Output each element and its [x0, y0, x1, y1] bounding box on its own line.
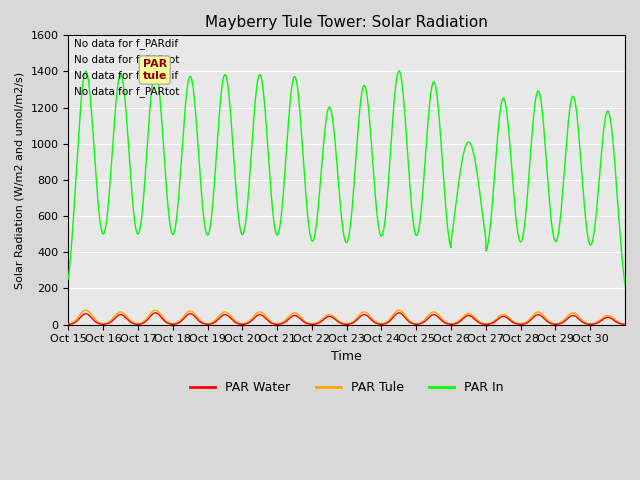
Text: No data for f_PARdif: No data for f_PARdif	[74, 38, 178, 49]
Title: Mayberry Tule Tower: Solar Radiation: Mayberry Tule Tower: Solar Radiation	[205, 15, 488, 30]
Legend: PAR Water, PAR Tule, PAR In: PAR Water, PAR Tule, PAR In	[186, 376, 508, 399]
Text: No data for f_PARdif: No data for f_PARdif	[74, 70, 178, 81]
X-axis label: Time: Time	[332, 350, 362, 363]
Text: PAR
tule: PAR tule	[143, 59, 167, 81]
Text: No data for f_PARtot: No data for f_PARtot	[74, 86, 179, 97]
Text: No data for f_PARtot: No data for f_PARtot	[74, 54, 179, 65]
Y-axis label: Solar Radiation (W/m2 and umol/m2/s): Solar Radiation (W/m2 and umol/m2/s)	[15, 72, 25, 288]
